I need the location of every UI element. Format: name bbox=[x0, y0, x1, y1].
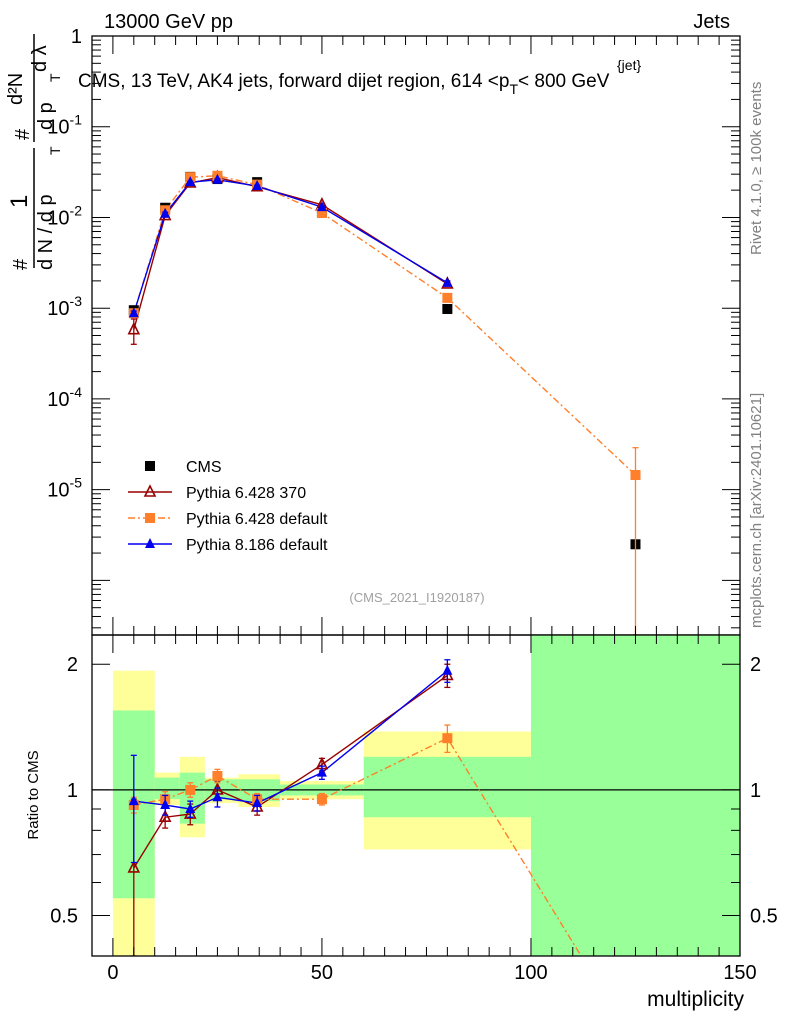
ratio-axes: 0.5 0.5 1 1 2 2 0 50 100 150 bbox=[50, 634, 778, 984]
main-ytick-label: 10-5 bbox=[47, 475, 82, 502]
legend-marker-pythia-6-428-default bbox=[145, 513, 155, 523]
ratio-xtick-label: 100 bbox=[514, 962, 547, 984]
ratio-point-pythia-8-186-default bbox=[316, 766, 327, 777]
legend-marker-cms bbox=[145, 461, 155, 471]
plot-title-main: CMS, 13 TeV, AK4 jets, forward dijet reg… bbox=[78, 71, 509, 92]
main-axes: 1 10-1 10-2 10-3 10-4 10-5 bbox=[47, 26, 741, 636]
ratio-xlabel: multiplicity bbox=[647, 988, 744, 1011]
ratio-point-pythia-8-186-default bbox=[128, 795, 139, 806]
ratio-point-pythia-8-186-default bbox=[185, 802, 196, 813]
ratio-ytick-label: 0.5 bbox=[50, 906, 78, 928]
main-series-lines bbox=[133, 175, 636, 476]
ratio-uncertainty-bands bbox=[92, 635, 740, 956]
ratio-series-markers bbox=[127, 659, 454, 956]
ratio-band-green bbox=[179, 772, 205, 824]
main-ylabel-hash1: # bbox=[10, 258, 32, 270]
legend-label-pythia-6-428-370: Pythia 6.428 370 bbox=[186, 485, 306, 502]
ratio-band-green bbox=[154, 777, 180, 800]
main-point-pythia-8-186-default bbox=[185, 176, 196, 187]
legend-label-pythia-6-428-default: Pythia 6.428 default bbox=[186, 511, 328, 528]
plot-title: CMS, 13 TeV, AK4 jets, forward dijet reg… bbox=[78, 71, 610, 97]
main-ylabel-dN: d N / d p bbox=[35, 194, 57, 270]
legend-label-cms: CMS bbox=[186, 459, 222, 476]
legend: CMS Pythia 6.428 370 Pythia 6.428 default P… bbox=[128, 459, 328, 554]
main-point-pythia-6-428-default bbox=[316, 207, 327, 218]
main-point-cms bbox=[442, 303, 453, 314]
main-point-pythia-8-186-default bbox=[252, 180, 263, 191]
legend-marker-pythia-6-428-370 bbox=[143, 484, 157, 497]
main-ylabel-dpT: d p bbox=[35, 102, 57, 130]
analysis-watermark: (CMS_2021_I1920187) bbox=[349, 590, 484, 605]
main-point-pythia-8-186-default bbox=[442, 276, 453, 287]
legend-label-pythia-8-186-default: Pythia 8.186 default bbox=[186, 537, 328, 554]
main-ylabel-T2: T bbox=[47, 73, 63, 82]
main-point-pythia-8-186-default bbox=[160, 207, 171, 218]
main-ytick-label: 10-2 bbox=[47, 202, 82, 229]
main-point-pythia-6-428-default bbox=[630, 470, 641, 481]
main-point-pythia-8-186-default bbox=[212, 173, 223, 184]
main-ytick-label: 10-1 bbox=[47, 112, 82, 139]
ratio-xtick-label: 50 bbox=[311, 962, 333, 984]
main-ylabel-one: 1 bbox=[6, 195, 33, 208]
ratio-point-pythia-6-428-370 bbox=[158, 809, 172, 823]
main-line-pythia-8-186-default bbox=[133, 179, 448, 314]
ratio-point-pythia-6-428-default bbox=[212, 770, 223, 781]
ratio-xtick-label: 150 bbox=[723, 962, 756, 984]
main-ylabel-T: T bbox=[47, 146, 63, 155]
ratio-xtick-label: 0 bbox=[107, 962, 118, 984]
ratio-point-pythia-8-186-default bbox=[442, 664, 453, 675]
main-point-pythia-8-186-default bbox=[128, 307, 139, 318]
ratio-point-pythia-8-186-default bbox=[212, 791, 223, 802]
legend-marker-pythia-8-186-default bbox=[145, 538, 155, 548]
plot-title-sup: {jet} bbox=[617, 57, 641, 73]
ratio-ylabel: Ratio to CMS bbox=[25, 750, 42, 839]
ratio-ytick-label-right: 2 bbox=[750, 654, 761, 676]
ratio-point-pythia-6-428-default bbox=[185, 784, 196, 795]
main-ylabel-hash2: # bbox=[12, 128, 34, 140]
main-point-pythia-6-428-default bbox=[442, 292, 453, 303]
header-right: Jets bbox=[693, 11, 730, 33]
main-ylabel-d2N: d²N bbox=[5, 73, 27, 105]
main-line-pythia-6-428-default bbox=[133, 175, 636, 476]
ratio-ytick-label: 1 bbox=[67, 780, 78, 802]
ratio-band-green bbox=[530, 635, 740, 956]
main-ylabel-dl: d λ bbox=[29, 45, 51, 72]
main-ylabel: # 1 d N / d p T # d²N d p T d λ bbox=[5, 34, 63, 270]
ratio-point-pythia-6-428-370 bbox=[183, 806, 197, 819]
ratio-ytick-label-right: 0.5 bbox=[750, 906, 778, 928]
main-line-pythia-6-428-370 bbox=[133, 176, 448, 330]
ratio-frame bbox=[91, 634, 741, 957]
side-label-rivet: Rivet 4.1.0, ≥ 100k events bbox=[748, 82, 765, 255]
ratio-ytick-label: 2 bbox=[67, 654, 78, 676]
ratio-ytick-label-right: 1 bbox=[750, 780, 761, 802]
main-ytick-label: 10-4 bbox=[47, 384, 82, 411]
ratio-point-pythia-6-428-370 bbox=[127, 860, 141, 873]
main-ytick-label: 1 bbox=[71, 26, 82, 48]
plot-title-tail: < 800 GeV bbox=[518, 71, 610, 92]
main-point-pythia-8-186-default bbox=[316, 201, 327, 212]
ratio-point-pythia-8-186-default bbox=[160, 799, 171, 810]
header-left: 13000 GeV pp bbox=[104, 11, 233, 33]
ratio-point-pythia-6-428-default bbox=[316, 794, 327, 805]
ratio-point-pythia-6-428-default bbox=[442, 733, 453, 744]
ratio-point-pythia-8-186-default bbox=[252, 797, 263, 808]
main-point-pythia-6-428-370 bbox=[127, 321, 141, 335]
ratio-band-green bbox=[363, 756, 531, 818]
plot-title-sub: T bbox=[509, 81, 518, 97]
main-ytick-label: 10-3 bbox=[47, 293, 82, 320]
side-label-mcplots: mcplots.cern.ch [arXiv:2401.10621] bbox=[748, 393, 765, 628]
main-series-markers bbox=[127, 169, 641, 636]
